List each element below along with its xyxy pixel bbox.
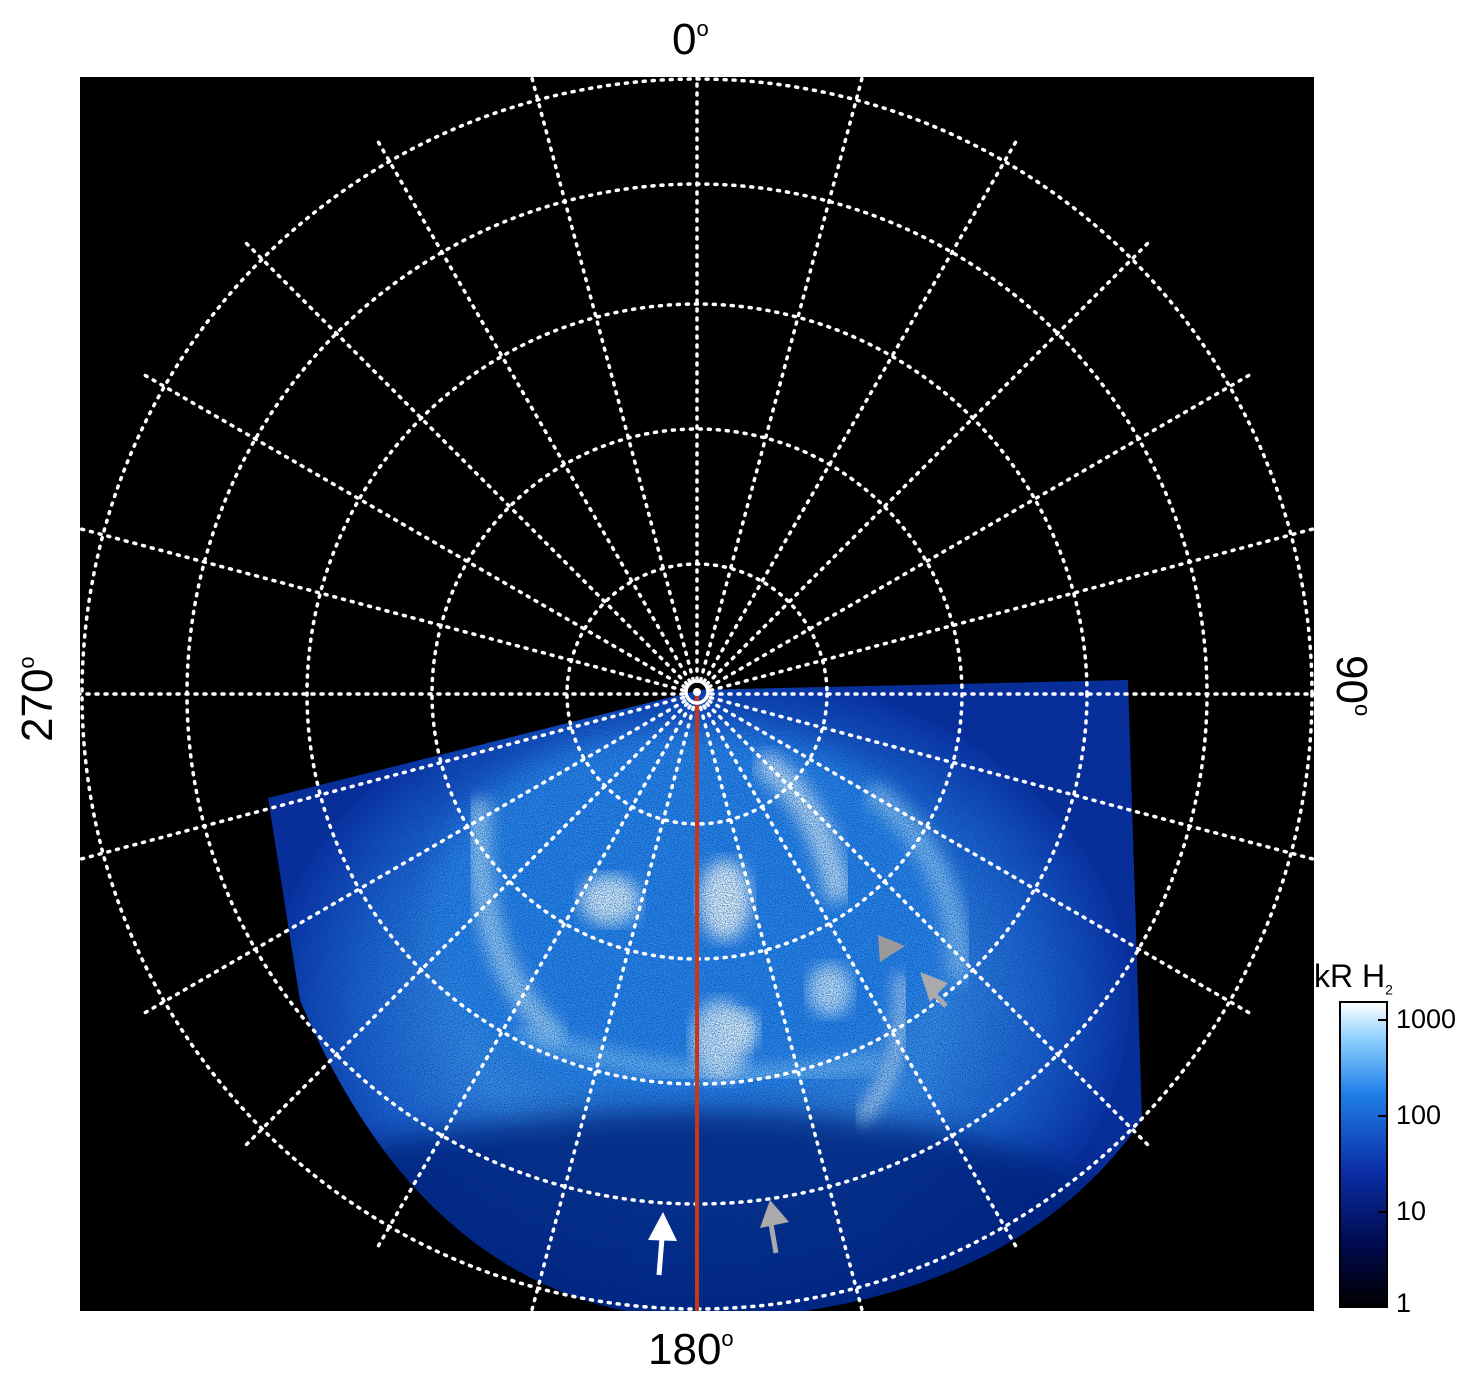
grid-meridian (702, 137, 1019, 684)
gray-arrow-bottom (760, 1200, 789, 1254)
grid-meridian (707, 372, 1254, 689)
auroral-emission-image (268, 680, 1142, 1311)
grid-meridian (140, 372, 687, 689)
grid-meridian (140, 699, 687, 1016)
colorbar-tick-label: 1 (1396, 1288, 1412, 1318)
grid-meridian (705, 702, 1152, 1149)
colorbar-tick-label: 1000 (1396, 1004, 1457, 1034)
grid-meridian (375, 704, 692, 1251)
colorbar-tick-label: 10 (1396, 1196, 1427, 1226)
gray-arrowhead-upper (878, 935, 905, 962)
azimuth-label-0: 0o (672, 15, 709, 64)
colorbar-ticks (1378, 1019, 1387, 1304)
grid-meridian (708, 526, 1314, 693)
grid-meridian (529, 77, 696, 683)
grid-meridian (375, 137, 692, 684)
colorbar-tick-label: 100 (1396, 1100, 1442, 1130)
white-arrow (648, 1212, 677, 1276)
grid-meridian (698, 705, 865, 1311)
grid-meridian (529, 705, 696, 1311)
grid-meridian (242, 702, 689, 1149)
grid-meridian (698, 77, 865, 683)
azimuth-label-180: 180o (648, 1325, 734, 1374)
grid-meridian (80, 526, 686, 693)
colorbar-title: kR H2 (1314, 958, 1393, 998)
azimuth-label-270: 270o (13, 656, 62, 742)
grid-meridian (80, 695, 686, 862)
pole-marker (684, 679, 710, 705)
grid-meridian (702, 704, 1019, 1251)
gray-arrow-right (920, 972, 948, 1008)
grid-meridian (242, 239, 689, 686)
grid-meridian (705, 239, 1152, 686)
azimuth-label-90: 90o (1327, 655, 1376, 717)
grid-meridian (707, 699, 1254, 1016)
colorbar (1339, 1001, 1388, 1308)
grid-meridian (708, 695, 1314, 862)
